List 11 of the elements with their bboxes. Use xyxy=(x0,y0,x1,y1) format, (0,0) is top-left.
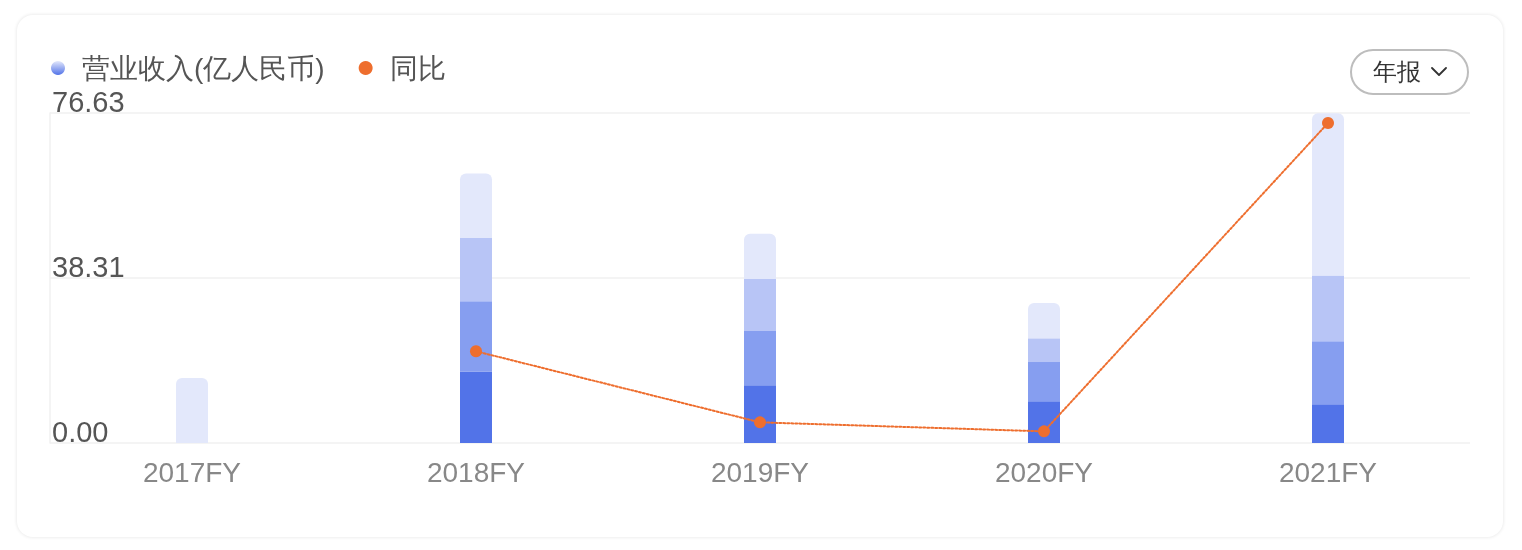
legend-label: 同比 xyxy=(389,52,446,84)
y-tick-label: 0.00 xyxy=(52,416,109,448)
x-tick-label: 2019FY xyxy=(710,456,810,488)
period-dropdown: 年报 xyxy=(1350,49,1469,95)
y-tick-label: 76.63 xyxy=(52,86,125,118)
legend-label: 营业收入(亿人民币) xyxy=(82,52,325,84)
x-tick-label: 2018FY xyxy=(426,456,526,488)
x-tick-label: 2020FY xyxy=(994,456,1094,488)
x-tick-label: 2017FY xyxy=(142,456,242,488)
y-tick-label: 38.31 xyxy=(52,251,125,284)
x-tick-label: 2021FY xyxy=(1278,456,1378,488)
